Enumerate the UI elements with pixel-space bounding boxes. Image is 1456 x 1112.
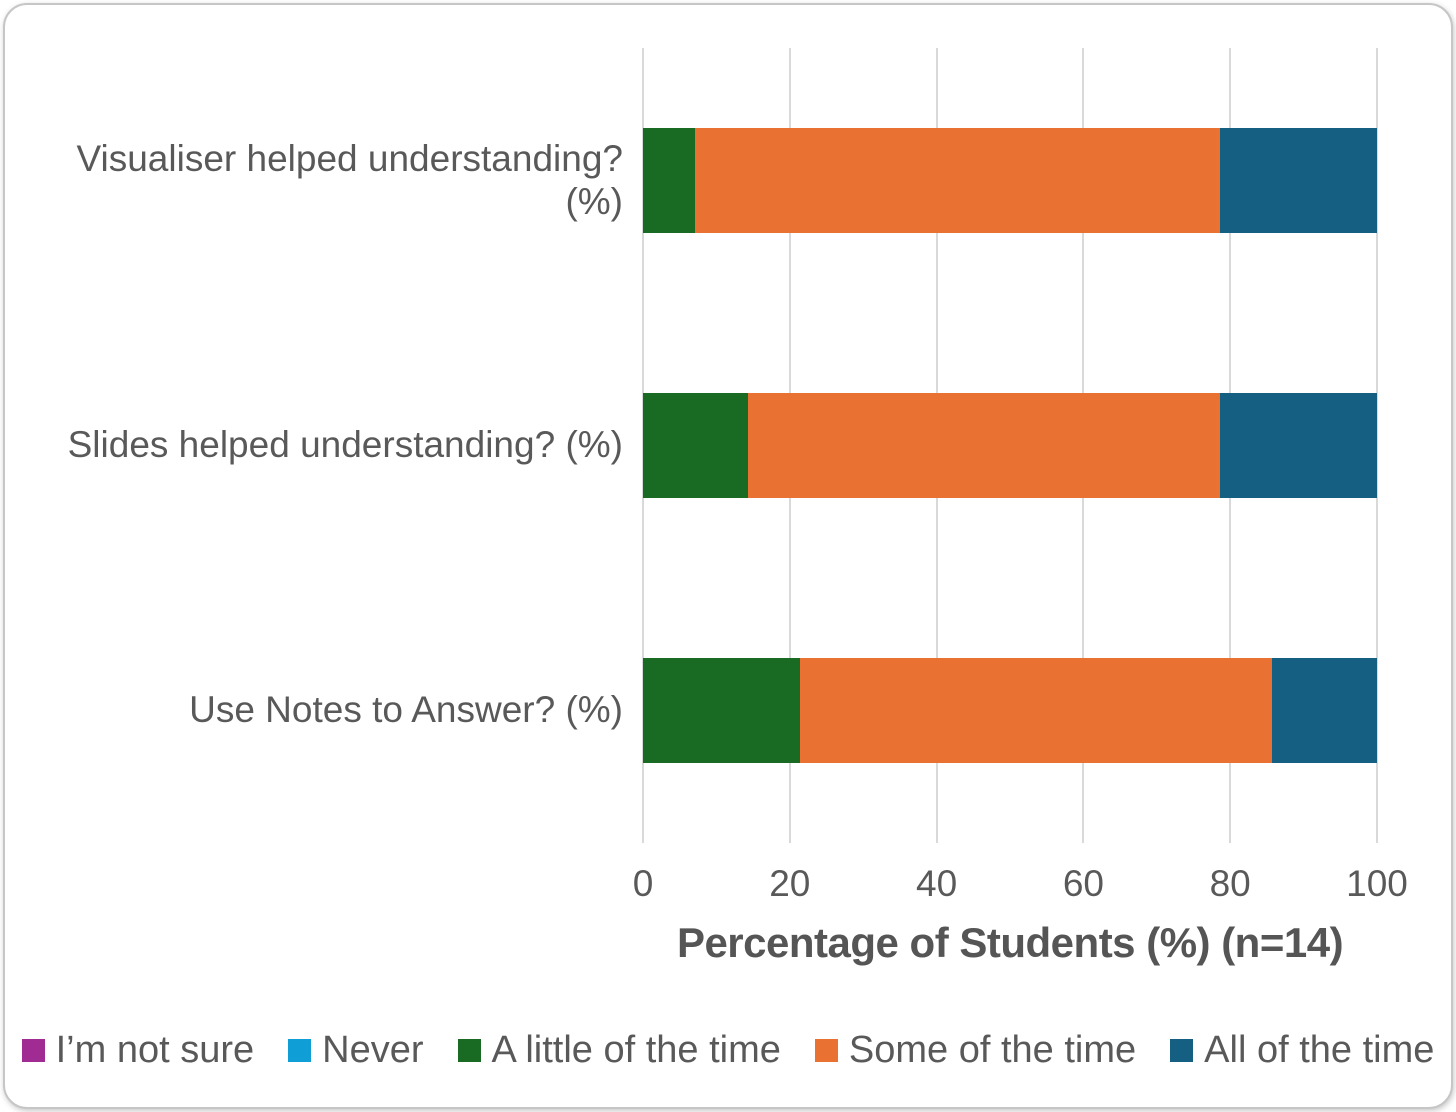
category-label: Slides helped understanding? (%) xyxy=(67,424,623,466)
legend-swatch-icon xyxy=(1170,1039,1194,1062)
category-label: Visualiser helped understanding? (%) xyxy=(76,137,624,222)
chart-frame: Visualiser helped understanding? (%) Slid… xyxy=(3,3,1453,1109)
bar-band xyxy=(643,578,1377,843)
legend-item: All of the time xyxy=(1170,1029,1434,1072)
bar-segment xyxy=(643,393,748,498)
x-tick-label: 40 xyxy=(916,863,958,904)
category-label: Use Notes to Answer? (%) xyxy=(189,689,623,731)
x-tick-label: 0 xyxy=(632,863,654,904)
gridline-x-100 xyxy=(1376,48,1378,843)
stacked-bar-row xyxy=(643,393,1377,498)
legend-label: I’m not sure xyxy=(55,1029,255,1071)
legend-label: Some of the time xyxy=(848,1029,1137,1071)
bar-segment xyxy=(695,128,1220,233)
bar-segment xyxy=(1219,393,1377,498)
legend: I’m not sure Never A little of the time Som… xyxy=(5,1029,1451,1072)
legend-swatch-icon xyxy=(288,1039,312,1062)
bar-segment xyxy=(747,393,1220,498)
x-tick-label: 80 xyxy=(1209,863,1251,904)
x-axis-tick-labels: 0 20 40 60 80 100 xyxy=(633,863,1408,909)
bar-segment xyxy=(1219,128,1377,233)
stacked-bar-row xyxy=(643,658,1377,763)
bar-band xyxy=(643,48,1377,313)
legend-item: Some of the time xyxy=(814,1029,1137,1072)
bar-segment xyxy=(800,658,1273,763)
plot-area xyxy=(642,48,1378,843)
x-tick-label: 20 xyxy=(769,863,811,904)
x-tick-label: 100 xyxy=(1346,863,1408,904)
legend-item: I’m not sure xyxy=(21,1029,255,1072)
legend-swatch-icon xyxy=(21,1039,45,1062)
bar-segment xyxy=(1272,658,1377,763)
legend-item: Never xyxy=(288,1029,424,1072)
x-axis-title: Percentage of Students (%) (n=14) xyxy=(676,919,1344,966)
legend-swatch-icon xyxy=(457,1039,481,1062)
category-axis-labels: Visualiser helped understanding? (%) Slid… xyxy=(25,48,623,843)
bar-band xyxy=(643,313,1377,578)
legend-label: All of the time xyxy=(1204,1029,1435,1071)
bar-layer xyxy=(643,48,1377,843)
x-tick-label: 60 xyxy=(1062,863,1104,904)
bar-segment xyxy=(643,128,696,233)
legend-label: A little of the time xyxy=(491,1029,781,1071)
legend-swatch-icon xyxy=(814,1039,838,1062)
bar-segment xyxy=(643,658,801,763)
legend-label: Never xyxy=(322,1029,424,1071)
stacked-bar-row xyxy=(643,128,1377,233)
legend-item: A little of the time xyxy=(457,1029,781,1072)
